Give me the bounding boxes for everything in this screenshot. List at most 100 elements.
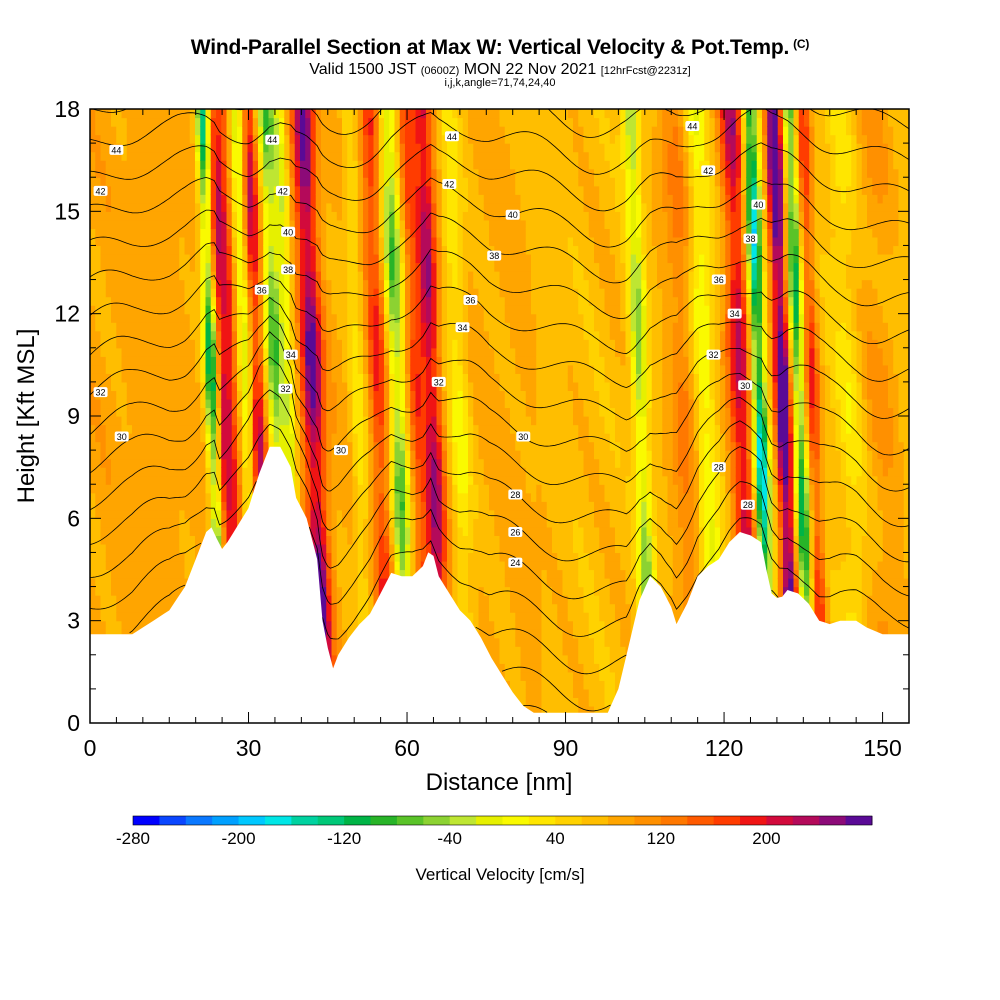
velocity-cell — [300, 467, 306, 477]
velocity-cell — [147, 279, 154, 289]
velocity-cell — [132, 381, 138, 392]
velocity-cell — [210, 322, 217, 332]
velocity-cell — [405, 117, 411, 127]
velocity-cell — [174, 288, 180, 298]
velocity-cell — [252, 398, 259, 409]
velocity-cell — [294, 330, 301, 340]
velocity-cell — [378, 253, 385, 264]
velocity-cell — [399, 398, 406, 409]
velocity-cell — [420, 151, 427, 161]
velocity-cell — [137, 126, 144, 136]
velocity-cell — [184, 509, 191, 519]
velocity-cell — [315, 202, 322, 212]
velocity-cell — [189, 441, 196, 451]
velocity-cell — [321, 467, 327, 477]
velocity-cell — [147, 569, 154, 579]
velocity-cell — [174, 373, 180, 383]
velocity-cell — [95, 143, 102, 153]
velocity-cell — [184, 424, 191, 434]
velocity-cell — [405, 450, 411, 460]
velocity-cell — [336, 109, 343, 119]
velocity-cell — [426, 185, 432, 195]
velocity-cell — [415, 450, 422, 460]
velocity-cell — [326, 313, 333, 323]
velocity-cell — [326, 526, 333, 536]
velocity-cell — [142, 603, 149, 613]
velocity-cell — [195, 330, 201, 340]
velocity-cell — [394, 535, 401, 545]
velocity-cell — [336, 296, 343, 306]
velocity-cell — [174, 441, 180, 451]
velocity-cell — [231, 356, 238, 366]
velocity-cell — [368, 458, 375, 468]
velocity-cell — [326, 398, 333, 409]
velocity-cell — [331, 339, 338, 349]
velocity-cell — [342, 586, 348, 596]
velocity-cell — [273, 271, 280, 281]
velocity-cell — [200, 347, 207, 357]
velocity-cell — [163, 219, 170, 229]
velocity-cell — [216, 398, 222, 409]
velocity-cell — [184, 407, 191, 417]
velocity-cell — [331, 381, 338, 392]
velocity-cell — [242, 134, 249, 144]
velocity-cell — [158, 253, 165, 264]
velocity-cell — [368, 236, 375, 247]
velocity-cell — [221, 339, 228, 349]
velocity-cell — [221, 279, 228, 289]
velocity-cell — [252, 356, 259, 366]
velocity-cell — [415, 228, 422, 238]
velocity-cell — [342, 484, 348, 494]
velocity-cell — [142, 373, 149, 383]
velocity-cell — [357, 347, 364, 357]
velocity-cell — [441, 126, 448, 136]
velocity-cell — [357, 578, 364, 588]
velocity-cell — [258, 185, 264, 195]
velocity-cell — [436, 168, 443, 178]
velocity-cell — [352, 381, 359, 392]
velocity-cell — [116, 305, 123, 315]
velocity-cell — [331, 228, 338, 238]
velocity-cell — [447, 305, 453, 315]
velocity-cell — [357, 560, 364, 571]
velocity-cell — [242, 296, 249, 306]
velocity-cell — [420, 458, 427, 468]
velocity-cell — [237, 339, 243, 349]
velocity-cell — [373, 296, 380, 306]
velocity-cell — [216, 433, 222, 443]
velocity-cell — [331, 236, 338, 247]
velocity-cell — [342, 492, 348, 502]
velocity-cell — [378, 441, 385, 451]
velocity-cell — [100, 347, 107, 357]
velocity-cell — [258, 347, 264, 357]
velocity-cell — [357, 271, 364, 281]
velocity-cell — [95, 407, 102, 417]
velocity-cell — [142, 151, 149, 161]
velocity-cell — [158, 271, 165, 281]
velocity-cell — [132, 143, 138, 153]
velocity-cell — [363, 364, 369, 374]
velocity-cell — [237, 390, 243, 400]
velocity-cell — [441, 509, 448, 519]
velocity-cell — [137, 398, 144, 409]
velocity-cell — [352, 228, 359, 238]
velocity-cell — [153, 262, 159, 272]
velocity-cell — [336, 407, 343, 417]
velocity-cell — [163, 202, 170, 212]
velocity-cell — [415, 424, 422, 434]
velocity-cell — [420, 236, 427, 247]
velocity-cell — [137, 143, 144, 153]
velocity-cell — [205, 262, 212, 272]
velocity-cell — [352, 143, 359, 153]
velocity-cell — [137, 535, 144, 545]
velocity-cell — [347, 322, 354, 332]
velocity-cell — [268, 305, 275, 315]
velocity-cell — [352, 526, 359, 536]
velocity-cell — [284, 245, 291, 255]
velocity-cell — [289, 305, 296, 315]
velocity-cell — [305, 398, 312, 409]
velocity-cell — [189, 185, 196, 195]
velocity-cell — [179, 416, 186, 426]
velocity-cell — [268, 364, 275, 374]
velocity-cell — [357, 356, 364, 366]
